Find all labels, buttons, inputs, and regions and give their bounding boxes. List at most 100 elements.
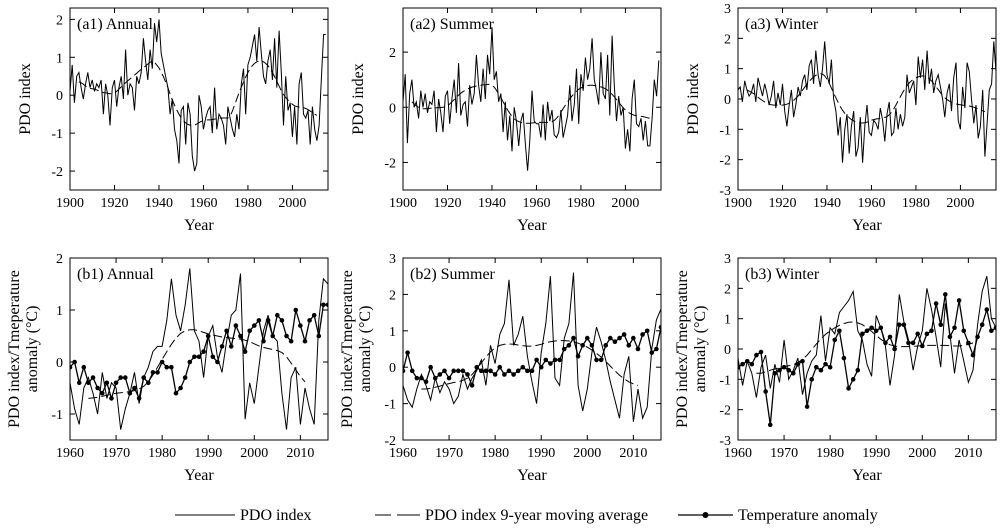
temp-point [178,385,183,391]
series-ma-line [746,72,986,124]
temp-point [224,328,229,334]
x-tick-label: 1980 [816,446,844,461]
temp-point [409,368,415,374]
temp-point [800,358,805,364]
temp-point [860,331,865,337]
temp-point [984,307,990,312]
temp-point [608,335,613,341]
x-tick-label: 2010 [619,446,647,461]
temp-point [428,364,433,370]
panel-title: (a1) Annual [77,16,154,33]
temp-point [265,318,271,323]
temp-point [146,380,151,386]
series-pdo-line [70,19,326,172]
temp-point [543,357,549,363]
y-axis-title: anomaly (°C) [24,306,41,393]
temp-point [95,385,100,391]
temp-point [164,364,170,370]
temp-point [864,328,870,334]
temp-point [795,361,801,367]
temp-point [502,372,507,377]
temp-point [966,340,971,346]
y-tick-label: 2 [724,32,731,47]
temp-point [279,318,285,323]
temp-point [827,364,833,370]
temp-point [76,380,82,386]
y-tick-label: -1 [51,408,63,423]
series-ma-line [88,329,306,399]
legend: PDO index PDO index 9-year moving average… [175,507,878,524]
x-tick-label: 2000 [573,446,601,461]
temp-point [924,331,930,337]
temp-point [446,375,452,381]
y-tick-label: -2 [384,434,396,449]
temp-point [612,339,618,345]
temp-point [205,333,211,339]
temp-point [460,368,466,374]
x-axis-title: Year [517,467,547,484]
y-tick-label: 0 [389,101,396,116]
temp-point [631,335,636,341]
x-tick-label: 1990 [527,446,555,461]
temp-point [127,390,133,396]
legend-swatch-temp-point [702,512,709,518]
temp-point [325,302,328,308]
temp-point [270,333,276,339]
temp-point [919,343,925,349]
y-tick-label: 0 [56,356,63,371]
temp-point [740,361,745,367]
x-tick-label: 1940 [813,196,841,211]
temp-point [275,312,280,318]
temp-point [215,359,220,365]
plot-frame [69,7,329,191]
temp-point [892,346,897,352]
temp-point [288,338,294,344]
temp-point [901,322,907,328]
y-tick-label: 3 [724,2,731,17]
x-tick-label: 1970 [770,446,798,461]
temp-point [122,375,128,380]
temp-point [777,367,782,373]
temp-point [589,343,595,348]
x-axis-title: Year [852,467,882,484]
temp-point [814,364,819,370]
temp-point [538,364,544,370]
temp-point [182,375,188,380]
y-tick-label: -1 [719,123,731,138]
series-pdo-line [403,272,661,422]
temp-point [910,340,916,346]
temp-point [81,364,87,370]
y-tick-label: 0 [389,361,396,376]
series-pdo-line [70,268,328,430]
plot-frame [737,7,997,191]
temp-point [155,370,160,375]
temp-point [442,368,447,374]
temp-point [192,354,197,360]
temp-point [975,334,980,340]
temp-point [247,328,252,334]
temp-point [832,337,838,343]
panel-b1: 1960 1970 1980 1990 2000 2010 -1 0 1 2 (b1) Annual… [6,252,329,484]
y-tick-label: 3 [724,252,731,267]
series-group [738,41,996,163]
legend-label-ma: PDO index 9-year moving average [425,507,648,524]
y-tick-label: -2 [719,404,731,419]
temp-point [626,343,632,348]
x-axis-title: Year [517,217,547,234]
temp-point [837,328,842,334]
temp-point [515,368,521,374]
series-ma-line [411,83,651,124]
x-tick-label: 1980 [148,446,176,461]
temp-point [132,385,137,391]
y-tick-label: 0 [724,343,731,358]
x-tick-label: 1970 [435,446,463,461]
panel-title: (b2) Summer [410,266,496,283]
temp-point [809,377,815,382]
temp-point [201,349,206,354]
panel-a3: 1900 1920 1940 1960 1980 2000 -3 -2 -1 0 1 2 3 (a3) W… [685,2,997,234]
temp-point [136,396,142,401]
legend-label-temp: Temperature anomaly [738,507,878,524]
temp-point [405,350,410,355]
temp-point [228,344,234,349]
y-tick-label: -1 [384,398,396,413]
